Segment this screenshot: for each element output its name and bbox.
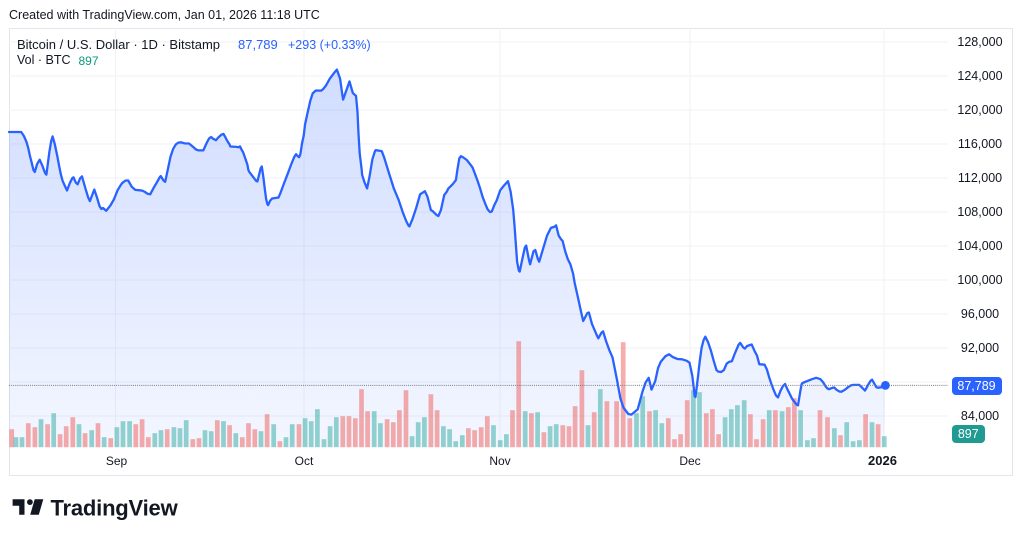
svg-text:TradingView: TradingView <box>51 495 179 520</box>
